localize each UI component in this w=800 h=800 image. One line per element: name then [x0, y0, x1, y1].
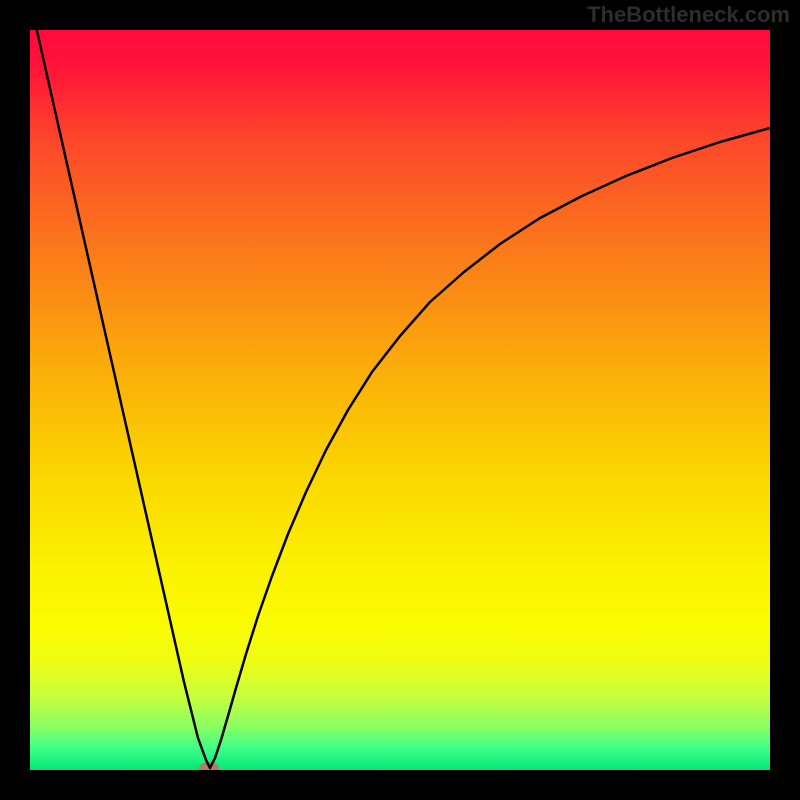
bottleneck-chart	[0, 0, 800, 800]
watermark-text: TheBottleneck.com	[587, 2, 790, 28]
frame-bottom	[0, 770, 800, 800]
frame-right	[770, 0, 800, 800]
frame-left	[0, 0, 30, 800]
gradient-background	[30, 30, 770, 770]
